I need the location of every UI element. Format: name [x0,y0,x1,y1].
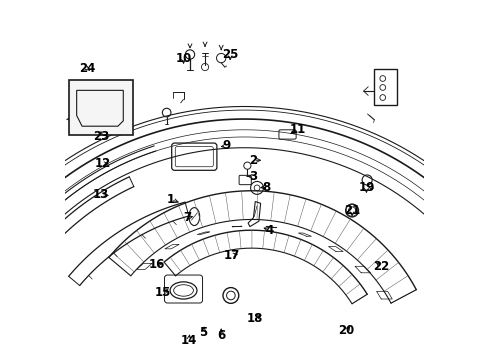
Text: 14: 14 [181,334,197,347]
Text: 6: 6 [217,329,225,342]
Text: 19: 19 [358,181,374,194]
Text: 23: 23 [93,130,109,144]
Text: 15: 15 [154,287,171,300]
Text: 17: 17 [224,249,240,262]
Text: 25: 25 [222,48,238,61]
Text: 18: 18 [246,311,263,325]
Text: 13: 13 [93,188,109,201]
Text: 5: 5 [199,326,207,339]
Text: 16: 16 [148,258,164,271]
Text: 2: 2 [249,154,257,167]
Text: 10: 10 [175,51,191,64]
Bar [373,69,396,105]
Text: 11: 11 [289,123,306,136]
Text: 20: 20 [338,324,354,337]
Text: 8: 8 [262,181,269,194]
Text: 21: 21 [343,204,360,217]
Text: 7: 7 [183,211,191,224]
Bar [69,80,133,135]
Text: 24: 24 [79,62,96,75]
Text: 1: 1 [166,193,175,206]
Text: 9: 9 [222,139,230,152]
Text: 4: 4 [265,224,273,237]
Text: 12: 12 [95,157,111,170]
Text: 22: 22 [372,260,388,273]
Text: 3: 3 [249,170,257,183]
